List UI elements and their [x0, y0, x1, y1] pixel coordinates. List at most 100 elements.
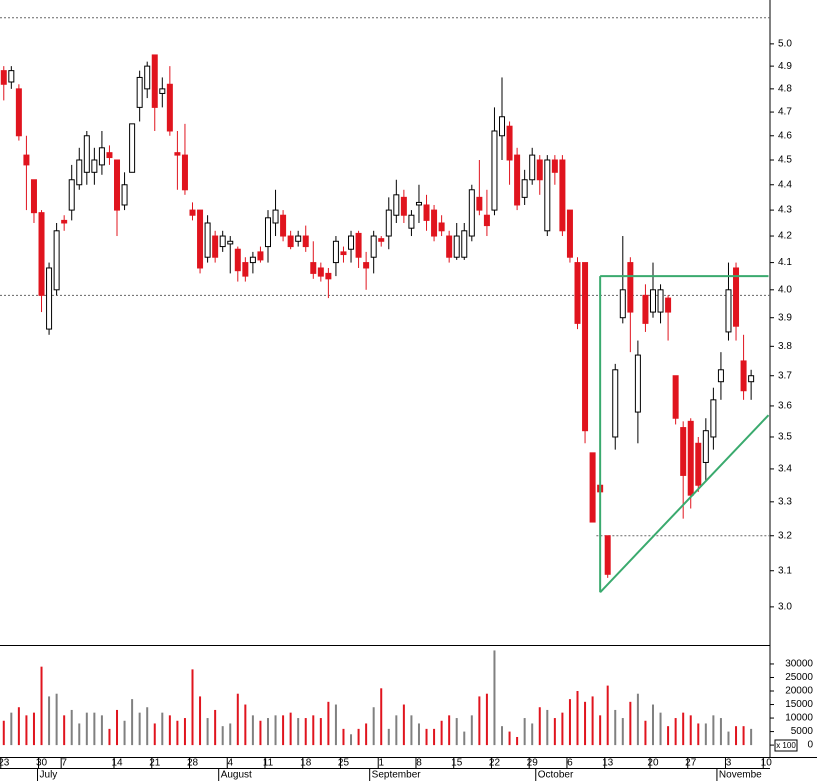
- volume-bar: [621, 718, 624, 746]
- candle-body: [393, 194, 400, 216]
- y-tick-label: 3.7: [778, 370, 792, 381]
- x-tick-label: 13: [602, 758, 614, 769]
- volume-bar: [2, 720, 5, 746]
- volume-bar: [214, 709, 217, 746]
- month-label: September: [372, 770, 422, 781]
- volume-bar: [289, 712, 292, 746]
- volume-bar: [199, 696, 202, 746]
- volume-bar: [63, 715, 66, 746]
- candle-body: [582, 262, 589, 432]
- candle-body: [98, 147, 105, 166]
- candle-body: [649, 289, 656, 313]
- y-tick-label: 4.9: [778, 61, 792, 72]
- y-tick-label: 4.1: [778, 257, 792, 268]
- volume-bar: [10, 712, 13, 746]
- volume-bar: [584, 701, 587, 746]
- y-tick-label: 4.4: [778, 179, 792, 190]
- x-tick-label: 27: [685, 758, 697, 769]
- volume-bar: [546, 709, 549, 746]
- volume-bar: [236, 693, 239, 746]
- candle-body: [23, 154, 30, 166]
- volume-bar: [380, 688, 383, 746]
- volume-bar: [433, 728, 436, 746]
- x-tick-label: 6: [567, 758, 573, 769]
- candle-body: [310, 262, 317, 274]
- candle-body: [340, 251, 347, 256]
- candle-body: [295, 235, 302, 242]
- y-tick-label: 5.0: [778, 39, 792, 50]
- y-tick-label: 3.3: [778, 496, 792, 507]
- volume-bar: [17, 707, 20, 746]
- candle-body: [68, 179, 75, 211]
- candle-body: [302, 235, 309, 248]
- candle-body: [680, 427, 687, 476]
- volume-tick-label: 15000: [785, 699, 813, 710]
- x-tick-label: 18: [300, 758, 312, 769]
- candle-body: [151, 54, 158, 108]
- volume-bar: [674, 718, 677, 746]
- volume-bar: [206, 718, 209, 746]
- candle-body: [0, 70, 7, 85]
- volume-bar: [689, 715, 692, 746]
- candle-body: [76, 159, 83, 186]
- candle-body: [506, 125, 513, 161]
- candle-body: [461, 230, 468, 258]
- volume-bar: [561, 712, 564, 746]
- volume-bar: [85, 712, 88, 746]
- volume-bar: [297, 718, 300, 746]
- x-tick-label: 29: [527, 758, 539, 769]
- volume-bar: [697, 723, 700, 746]
- candle-body: [559, 159, 566, 232]
- volume-bar: [704, 723, 707, 746]
- volume-bar: [123, 720, 126, 746]
- candle-body: [529, 154, 536, 181]
- x-tick-label: 1: [378, 758, 384, 769]
- volume-bar: [531, 723, 534, 746]
- candle-body: [619, 289, 626, 319]
- volume-bar: [365, 723, 368, 746]
- candle-body: [453, 235, 460, 258]
- volume-bar: [629, 701, 632, 746]
- candle-body: [129, 123, 136, 173]
- candle-body: [574, 262, 581, 324]
- candle-body: [272, 209, 279, 224]
- candle-body: [106, 152, 113, 159]
- x-tick-label: 22: [489, 758, 501, 769]
- y-tick-label: 3.0: [778, 602, 792, 613]
- y-tick-label: 3.1: [778, 565, 792, 576]
- y-tick-label: 3.9: [778, 312, 792, 323]
- candle-body: [212, 235, 219, 258]
- candle-body: [672, 375, 679, 419]
- volume-bar: [251, 715, 254, 746]
- candle-body: [431, 209, 438, 237]
- volume-bar: [599, 715, 602, 746]
- candle-body: [174, 152, 181, 156]
- volume-bar: [553, 718, 556, 746]
- volume-bar: [357, 728, 360, 746]
- volume-bar: [100, 715, 103, 746]
- volume-bar: [229, 723, 232, 746]
- volume-bar: [221, 726, 224, 746]
- volume-bar: [153, 723, 156, 746]
- volume-bar: [319, 718, 322, 746]
- volume-bar: [274, 715, 277, 746]
- volume-bar: [93, 712, 96, 746]
- volume-tick-label: 20000: [785, 686, 813, 697]
- candle-body: [46, 267, 53, 330]
- candle-body: [378, 238, 385, 242]
- candle-body: [733, 267, 740, 327]
- candle-body: [536, 159, 543, 181]
- candle-body: [657, 289, 664, 313]
- volume-bar: [485, 693, 488, 746]
- volume-bar: [659, 712, 662, 746]
- candle-body: [499, 116, 506, 137]
- month-label: Novembe: [719, 770, 762, 781]
- candle-body: [717, 369, 724, 383]
- x-tick-label: 4: [227, 758, 233, 769]
- volume-bar: [410, 715, 413, 746]
- y-tick-label: 4.5: [778, 155, 792, 166]
- candle-body: [446, 235, 453, 258]
- volume-bar: [538, 707, 541, 746]
